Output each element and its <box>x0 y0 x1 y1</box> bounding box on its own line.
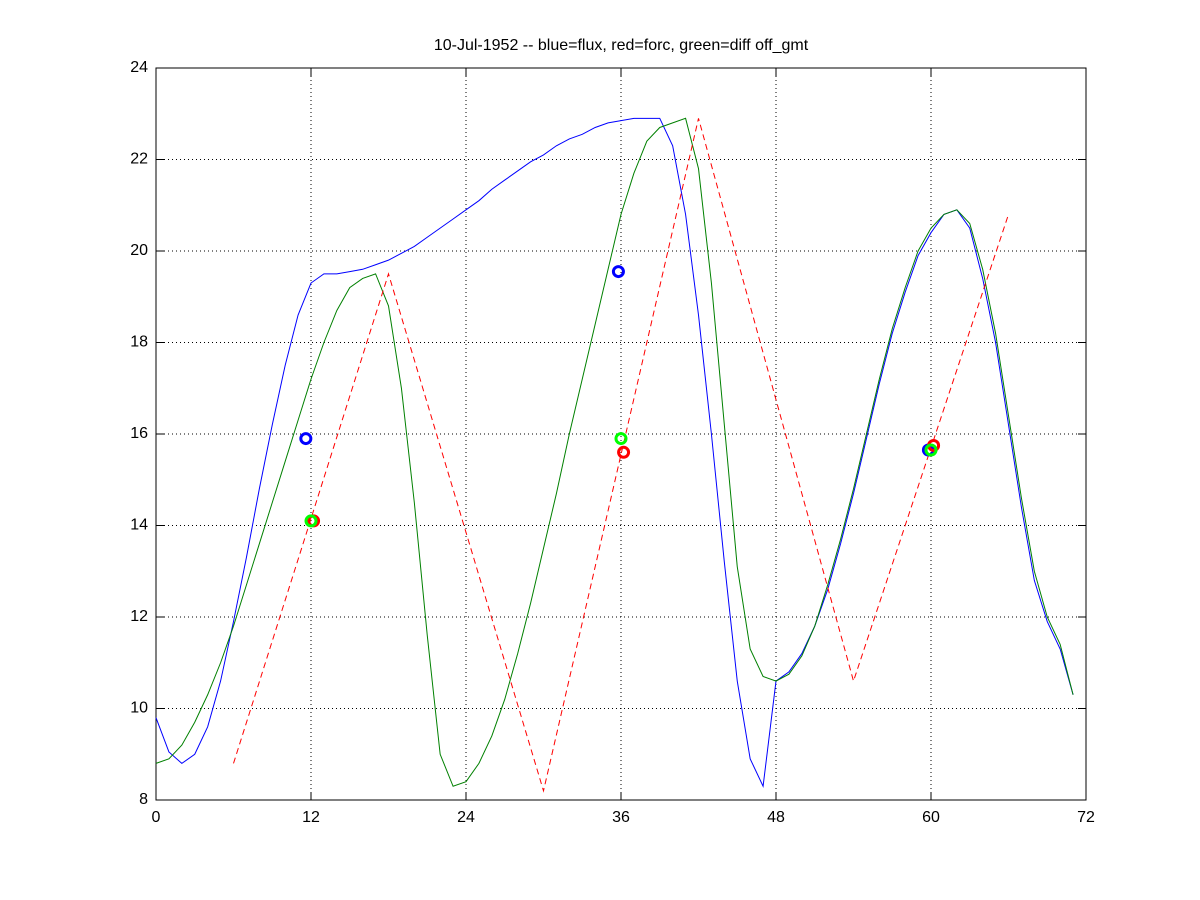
y-tick-label: 24 <box>130 59 148 76</box>
marker <box>924 443 938 457</box>
x-tick-label: 60 <box>922 809 940 826</box>
marker <box>304 514 318 528</box>
x-tick-label: 48 <box>767 809 785 826</box>
marker <box>299 432 313 446</box>
x-tick-label: 24 <box>457 809 475 826</box>
chart-title: 10-Jul-1952 -- blue=flux, red=forc, gree… <box>434 37 809 54</box>
marker <box>617 445 631 459</box>
y-tick-label: 18 <box>130 334 148 351</box>
x-tick-label: 36 <box>612 809 630 826</box>
x-tick-label: 0 <box>152 809 161 826</box>
y-tick-label: 22 <box>130 151 148 168</box>
marker <box>611 265 625 279</box>
y-tick-label: 10 <box>130 700 148 717</box>
y-tick-label: 8 <box>139 791 148 808</box>
x-tick-label: 12 <box>302 809 320 826</box>
y-tick-label: 12 <box>130 608 148 625</box>
axes-box <box>155 67 1087 801</box>
marker <box>614 432 628 446</box>
y-tick-label: 20 <box>130 242 148 259</box>
line-series <box>155 117 1074 789</box>
x-tick-label: 72 <box>1077 809 1095 826</box>
y-tick-label: 14 <box>130 517 148 534</box>
y-tick-label: 16 <box>130 425 148 442</box>
line-series <box>155 117 1074 787</box>
